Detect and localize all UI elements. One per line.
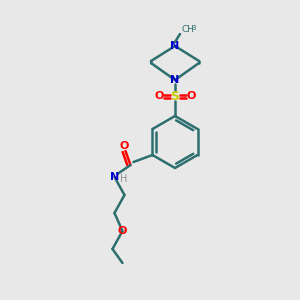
Text: O: O — [154, 91, 164, 101]
Text: S: S — [170, 89, 179, 103]
Text: N: N — [170, 41, 180, 51]
Text: H: H — [120, 174, 127, 184]
Text: CH: CH — [181, 26, 194, 34]
Text: N: N — [170, 75, 180, 85]
Text: N: N — [110, 172, 119, 182]
Text: O: O — [118, 226, 127, 236]
Text: 3: 3 — [191, 25, 196, 31]
Text: O: O — [120, 141, 129, 151]
Text: O: O — [186, 91, 196, 101]
